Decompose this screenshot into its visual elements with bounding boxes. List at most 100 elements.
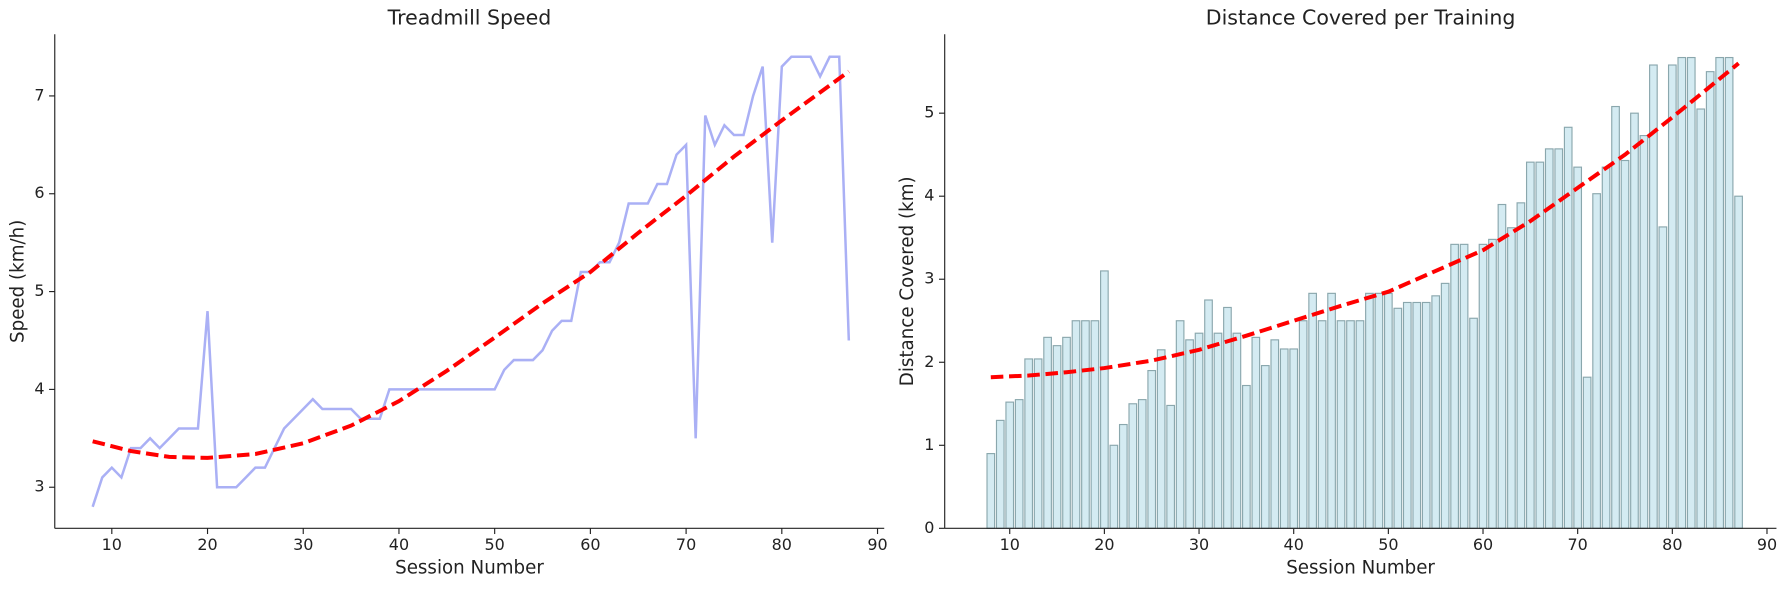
bar bbox=[1696, 108, 1706, 529]
bar bbox=[1582, 376, 1592, 529]
x-tick-label: 80 bbox=[1662, 535, 1682, 554]
bar bbox=[1090, 320, 1100, 529]
y-tick-label: 2 bbox=[924, 352, 934, 371]
bar bbox=[1630, 112, 1639, 529]
bar bbox=[995, 419, 1005, 529]
x-tick-label: 10 bbox=[102, 535, 122, 554]
bar bbox=[1346, 320, 1355, 529]
bar bbox=[1639, 135, 1649, 529]
bar bbox=[1592, 193, 1601, 529]
bar bbox=[1327, 292, 1336, 529]
bar bbox=[1317, 320, 1327, 529]
x-tick-label: 60 bbox=[580, 535, 600, 554]
bar bbox=[986, 453, 996, 529]
bar bbox=[1421, 301, 1431, 529]
bar bbox=[1147, 369, 1157, 529]
x-tick-label: 30 bbox=[1189, 535, 1209, 554]
bar bbox=[1384, 292, 1393, 529]
bar bbox=[1365, 292, 1374, 529]
bar bbox=[1128, 403, 1138, 529]
bar bbox=[1298, 320, 1308, 529]
bar bbox=[1014, 399, 1024, 529]
bar bbox=[1431, 295, 1441, 529]
x-tick-label: 80 bbox=[772, 535, 792, 554]
bar bbox=[1005, 401, 1015, 529]
subplot: Treadmill Speed Session Number Speed (km/h… bbox=[7, 5, 887, 578]
y-axis-label: Speed (km/h) bbox=[7, 220, 28, 343]
bar bbox=[1563, 126, 1573, 529]
bar bbox=[1658, 226, 1668, 529]
bar bbox=[1554, 148, 1564, 529]
y-tick-label: 0 bbox=[924, 518, 934, 537]
bar bbox=[1100, 270, 1109, 529]
bar bbox=[1109, 444, 1119, 529]
bar bbox=[1071, 320, 1081, 529]
bar bbox=[1734, 195, 1743, 529]
bar bbox=[1507, 227, 1516, 529]
bar bbox=[1469, 317, 1478, 529]
bar bbox=[1516, 202, 1526, 529]
x-tick-label: 40 bbox=[1284, 535, 1304, 554]
bar bbox=[1459, 243, 1469, 529]
bar bbox=[1573, 166, 1583, 529]
bar bbox=[1166, 404, 1176, 529]
bar bbox=[1620, 159, 1630, 529]
y-tick-label: 4 bbox=[34, 379, 44, 398]
bar bbox=[1156, 349, 1166, 529]
bar bbox=[1043, 336, 1052, 529]
x-tick-label: 50 bbox=[485, 535, 505, 554]
bar bbox=[1450, 243, 1459, 529]
y-tick-label: 5 bbox=[924, 103, 934, 122]
bar bbox=[1242, 384, 1251, 529]
bar bbox=[1440, 282, 1450, 529]
bar bbox=[1260, 365, 1270, 529]
bar bbox=[1374, 292, 1384, 529]
speed-line bbox=[91, 55, 851, 508]
x-axis-label: Session Number bbox=[1286, 557, 1435, 578]
bar bbox=[1194, 332, 1204, 529]
y-tick-label: 1 bbox=[924, 435, 934, 454]
x-tick-label: 30 bbox=[293, 535, 313, 554]
bar bbox=[1270, 339, 1280, 529]
x-tick-label: 60 bbox=[1473, 535, 1493, 554]
x-tick-label: 70 bbox=[1568, 535, 1588, 554]
bar bbox=[1204, 299, 1213, 529]
subplot-title: Treadmill Speed bbox=[387, 5, 552, 29]
bar bbox=[1724, 56, 1734, 529]
x-tick-label: 90 bbox=[867, 535, 887, 554]
bar bbox=[1667, 64, 1677, 529]
x-tick-label: 20 bbox=[1094, 535, 1114, 554]
bar bbox=[1289, 348, 1299, 529]
x-tick-label: 50 bbox=[1378, 535, 1398, 554]
bar bbox=[1355, 320, 1365, 529]
bar bbox=[1232, 332, 1242, 529]
bar bbox=[1033, 358, 1043, 529]
y-tick-label: 4 bbox=[924, 186, 934, 205]
bar bbox=[1308, 292, 1317, 529]
y-tick-label: 7 bbox=[34, 85, 44, 104]
bar bbox=[1118, 423, 1128, 529]
bar bbox=[1062, 336, 1071, 529]
x-tick-label: 10 bbox=[1000, 535, 1020, 554]
subplot: Distance Covered per Training Session Num… bbox=[897, 5, 1777, 578]
y-tick-label: 5 bbox=[34, 281, 44, 300]
x-tick-label: 90 bbox=[1757, 535, 1777, 554]
y-tick-label: 3 bbox=[924, 269, 934, 288]
x-axis-label: Session Number bbox=[395, 557, 544, 578]
bar bbox=[1336, 320, 1346, 529]
x-tick-label: 70 bbox=[676, 535, 696, 554]
bar bbox=[1677, 56, 1687, 529]
bar bbox=[1412, 301, 1422, 529]
bar bbox=[1497, 203, 1507, 529]
bar bbox=[1185, 339, 1194, 529]
x-tick-label: 20 bbox=[197, 535, 217, 554]
x-tick-label: 40 bbox=[389, 535, 409, 554]
bar bbox=[1715, 56, 1725, 529]
bar bbox=[1601, 166, 1611, 529]
bar bbox=[1402, 301, 1412, 529]
bar bbox=[1705, 71, 1715, 529]
trend-line bbox=[990, 61, 1740, 380]
y-tick-label: 6 bbox=[34, 183, 44, 202]
